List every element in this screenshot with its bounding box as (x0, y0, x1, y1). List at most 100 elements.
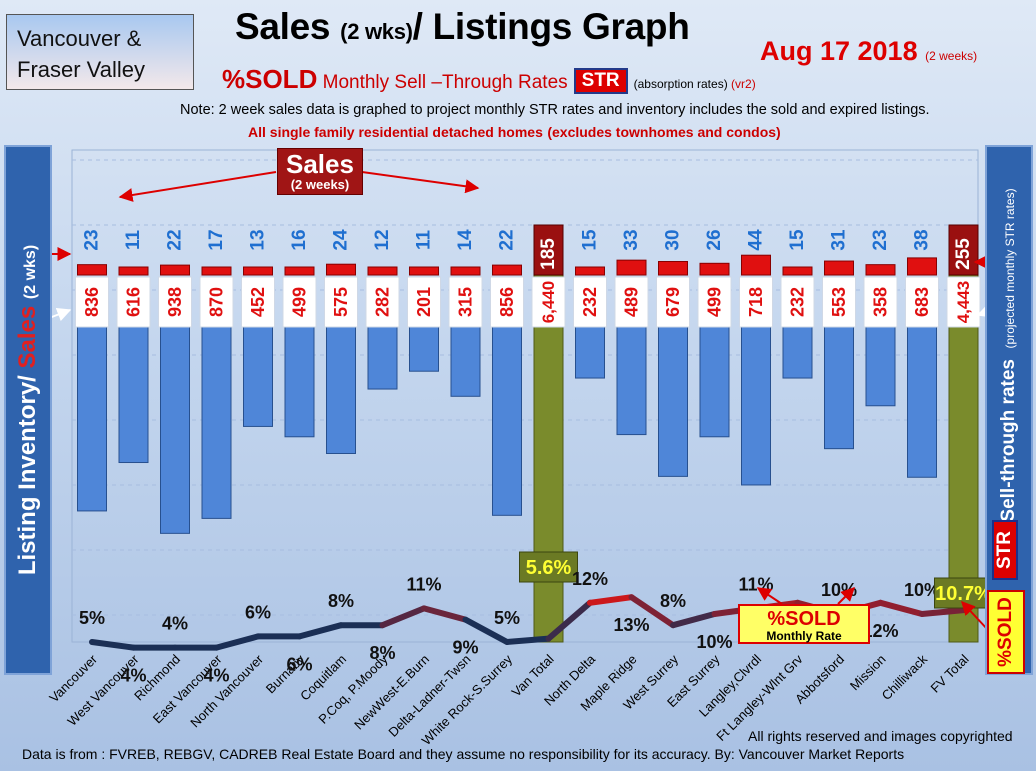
inventory-value-label: 616 (124, 287, 144, 317)
sales-value-label: 24 (331, 229, 352, 251)
right-axis-label: Sell-through rates (projected monthly ST… (998, 188, 1020, 521)
scope-paren: (excludes townhomes and condos) (547, 124, 781, 140)
sell-through-line-segment (296, 622, 344, 640)
category-label: Chilliwack (879, 651, 931, 703)
sales-value-label: 23 (82, 229, 103, 250)
date-note: (2 weeks) (925, 49, 978, 63)
sales-value-label: 17 (206, 229, 227, 250)
percent-label: 5% (494, 608, 520, 628)
sales-value-label: 185 (538, 238, 559, 270)
inventory-label-box (822, 276, 856, 328)
sold-big: %SOLD (222, 64, 318, 94)
right-str-text: STR (994, 531, 1015, 569)
sales-callout-sub: (2 weeks) (290, 177, 350, 192)
total-percent-label: 5.6% (526, 557, 572, 579)
region-line1: Vancouver & (17, 26, 142, 51)
percent-label: 9% (452, 638, 478, 658)
sales-bar (699, 262, 730, 276)
inventory-bar (907, 326, 937, 478)
inventory-bar (575, 326, 605, 379)
inventory-value-label: 232 (788, 287, 808, 317)
inventory-value-label: 679 (663, 287, 683, 317)
version-text: (vr2) (731, 77, 756, 91)
inventory-label-box (241, 276, 275, 328)
right-axis-note: (projected monthly STR rates) (1003, 188, 1017, 349)
sold-rate-arrow-left (756, 587, 783, 605)
sales-callout: Sales (2 weeks) (277, 148, 363, 195)
sales-value-label: 22 (497, 229, 518, 250)
percent-label: 6% (286, 654, 312, 674)
sales-bar (160, 264, 190, 276)
absorption-text: (absorption rates) (633, 77, 728, 91)
inventory-label-box (531, 276, 566, 328)
absorption-note: (absorption rates) (vr2) (634, 77, 756, 91)
inventory-bar (284, 326, 315, 438)
inventory-bar (865, 326, 896, 407)
inventory-label-box (863, 276, 898, 328)
sales-bar (409, 266, 439, 276)
percent-label: 4% (203, 666, 229, 686)
sales-bar (118, 266, 149, 276)
category-label: North Vancouver (187, 651, 266, 730)
right-axis-panel (985, 145, 1033, 675)
inventory-label-box (656, 276, 690, 328)
total-sales-bar (533, 224, 564, 276)
inventory-value-label: 499 (705, 287, 725, 317)
sales-bar (77, 264, 107, 276)
inventory-bar (409, 326, 439, 372)
sales-bar (616, 259, 647, 276)
inventory-value-label: 358 (871, 287, 891, 317)
inventory-bar (450, 326, 481, 397)
inventory-label-box (116, 276, 151, 328)
right-sold-text: %SOLD (995, 597, 1016, 667)
sell-through-line-segment (587, 594, 635, 606)
sales-value-label: 11 (123, 230, 144, 251)
left-axis-sep: / (14, 368, 41, 382)
inventory-bar (741, 326, 771, 486)
sales-bar (907, 257, 937, 276)
scope-main: All single family residential detached h… (248, 124, 543, 140)
sell-through-line-segment (421, 605, 469, 623)
inventory-label-box (324, 276, 358, 328)
copyright-note: All rights reserved and images copyright… (748, 728, 1013, 744)
report-date: Aug 17 2018 (2 weeks) (760, 36, 977, 67)
sold-badge-arrow (961, 600, 989, 631)
sales-value-label: 16 (289, 229, 310, 250)
left-axis-panel (4, 145, 52, 675)
inventory-bar (243, 326, 273, 427)
inventory-bar (367, 326, 398, 390)
inventory-value-label: 6,440 (539, 281, 558, 324)
sales-value-label: 15 (580, 229, 601, 251)
inventory-label-box (490, 276, 524, 328)
scope-note: All single family residential detached h… (248, 124, 781, 142)
inventory-value-label: 938 (165, 287, 185, 317)
inventory-value-label: 201 (414, 287, 434, 317)
sales-bar (782, 266, 813, 276)
sales-callout-title: Sales (286, 149, 354, 179)
sales-bar (741, 254, 771, 276)
sales-bar (492, 264, 522, 276)
sales-value-label: 14 (455, 229, 476, 251)
inventory-bar (616, 326, 647, 436)
inventory-value-label: 683 (912, 287, 932, 317)
sell-through-line-segment (545, 599, 593, 642)
inventory-bar (118, 326, 149, 464)
total-percent-box (519, 551, 578, 583)
percent-label: 6% (245, 602, 271, 622)
percent-label: 10% (696, 632, 732, 652)
inventory-value-label: 575 (331, 287, 351, 317)
source-note: Data is from : FVREB, REBGV, CADREB Real… (22, 746, 905, 762)
sell-through-line-segment (628, 594, 676, 629)
inventory-label-box (407, 276, 441, 328)
inventory-value-label: 856 (497, 287, 517, 317)
sell-through-line-segment (89, 639, 137, 651)
percent-label: 12% (572, 569, 608, 589)
sales-value-label: 15 (787, 229, 808, 251)
inventory-value-label: 499 (290, 287, 310, 317)
percent-label: 4% (120, 666, 146, 686)
percent-label: 11% (406, 574, 441, 594)
inventory-value-label: 870 (207, 287, 227, 317)
inventory-label-box (75, 276, 109, 328)
percent-label: 13% (613, 615, 649, 635)
sales-value-label: 26 (704, 229, 725, 250)
